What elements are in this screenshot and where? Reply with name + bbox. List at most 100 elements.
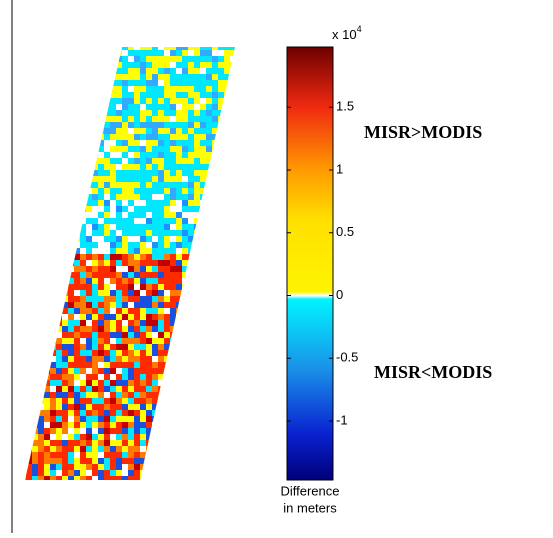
swath-pixel xyxy=(182,242,188,248)
swath-pixel xyxy=(194,68,200,74)
swath-pixel xyxy=(218,362,224,368)
swath-pixel xyxy=(188,350,194,356)
swath-pixel xyxy=(68,122,74,128)
swath-pixel xyxy=(212,284,218,290)
swath-pixel xyxy=(152,152,158,158)
swath-pixel xyxy=(230,194,235,200)
swath-pixel xyxy=(92,164,98,170)
swath-pixel xyxy=(128,128,134,134)
swath-pixel xyxy=(116,380,122,386)
swath-pixel xyxy=(56,188,62,194)
swath-pixel xyxy=(182,434,188,440)
swath-pixel xyxy=(212,380,218,386)
swath-pixel xyxy=(122,464,128,470)
swath-pixel xyxy=(170,128,176,134)
swath-pixel xyxy=(128,440,134,446)
swath-pixel xyxy=(74,98,80,104)
swath-pixel xyxy=(116,62,122,68)
swath-pixel xyxy=(110,248,116,254)
swath-pixel xyxy=(25,278,26,284)
swath-pixel xyxy=(200,224,206,230)
swath-pixel xyxy=(25,452,26,458)
swath-pixel xyxy=(98,74,104,80)
swath-pixel xyxy=(182,182,188,188)
swath-pixel xyxy=(50,122,56,128)
swath-pixel xyxy=(98,314,104,320)
swath-pixel xyxy=(176,152,182,158)
swath-pixel xyxy=(164,116,170,122)
swath-pixel xyxy=(116,182,122,188)
swath-pixel xyxy=(158,128,164,134)
swath-pixel xyxy=(236,344,242,350)
swath-pixel xyxy=(224,86,230,92)
swath-pixel xyxy=(122,152,128,158)
swath-pixel xyxy=(44,290,50,296)
swath-pixel xyxy=(32,356,38,362)
swath-pixel xyxy=(122,182,128,188)
swath-pixel xyxy=(74,68,80,74)
swath-pixel xyxy=(236,182,242,188)
swath-pixel xyxy=(194,152,200,158)
swath-pixel xyxy=(218,428,224,434)
swath-pixel xyxy=(25,92,26,98)
swath-pixel xyxy=(206,62,212,68)
swath-pixel xyxy=(25,326,26,332)
swath-pixel xyxy=(158,176,164,182)
swath-pixel xyxy=(86,380,92,386)
swath-pixel xyxy=(188,140,194,146)
swath-pixel xyxy=(98,416,104,422)
swath-pixel xyxy=(98,188,104,194)
swath-pixel xyxy=(146,158,152,164)
swath-pixel xyxy=(25,158,26,164)
swath-pixel xyxy=(128,182,134,188)
swath-pixel xyxy=(92,338,98,344)
swath-pixel xyxy=(26,266,32,272)
swath-pixel xyxy=(224,266,230,272)
swath-pixel xyxy=(188,464,194,470)
swath-pixel xyxy=(230,470,235,476)
swath-pixel xyxy=(116,194,122,200)
swath-pixel xyxy=(38,272,44,278)
swath-pixel xyxy=(146,314,152,320)
swath-pixel xyxy=(68,380,74,386)
swath-pixel xyxy=(44,128,50,134)
swath-pixel xyxy=(86,284,92,290)
swath-pixel xyxy=(236,350,242,356)
swath-pixel xyxy=(74,110,80,116)
swath-pixel xyxy=(182,146,188,152)
swath-pixel xyxy=(176,224,182,230)
swath-pixel xyxy=(230,296,235,302)
swath-pixel xyxy=(134,296,140,302)
swath-pixel xyxy=(62,290,68,296)
swath-pixel xyxy=(218,410,224,416)
swath-pixel xyxy=(230,176,235,182)
swath-pixel xyxy=(98,47,104,50)
swath-pixel xyxy=(164,440,170,446)
swath-pixel xyxy=(170,308,176,314)
swath-pixel xyxy=(32,116,38,122)
swath-pixel xyxy=(188,188,194,194)
swath-pixel xyxy=(224,326,230,332)
swath-pixel xyxy=(116,476,122,480)
swath-pixel xyxy=(128,116,134,122)
swath-pixel xyxy=(116,482,122,488)
swath-pixel xyxy=(116,350,122,356)
swath-pixel xyxy=(158,440,164,446)
swath-pixel xyxy=(74,338,80,344)
swath-pixel xyxy=(224,392,230,398)
swath-pixel xyxy=(92,206,98,212)
swath-pixel xyxy=(25,146,26,152)
swath-pixel xyxy=(182,374,188,380)
swath-pixel xyxy=(170,296,176,302)
swath-pixel xyxy=(86,266,92,272)
swath-pixel xyxy=(26,212,32,218)
swath-pixel xyxy=(146,230,152,236)
swath-pixel xyxy=(122,236,128,242)
swath-pixel xyxy=(158,290,164,296)
swath-pixel xyxy=(92,398,98,404)
swath-pixel xyxy=(92,248,98,254)
swath-pixel xyxy=(170,110,176,116)
swath-pixel xyxy=(32,434,38,440)
swath-pixel xyxy=(200,134,206,140)
swath-pixel xyxy=(122,212,128,218)
